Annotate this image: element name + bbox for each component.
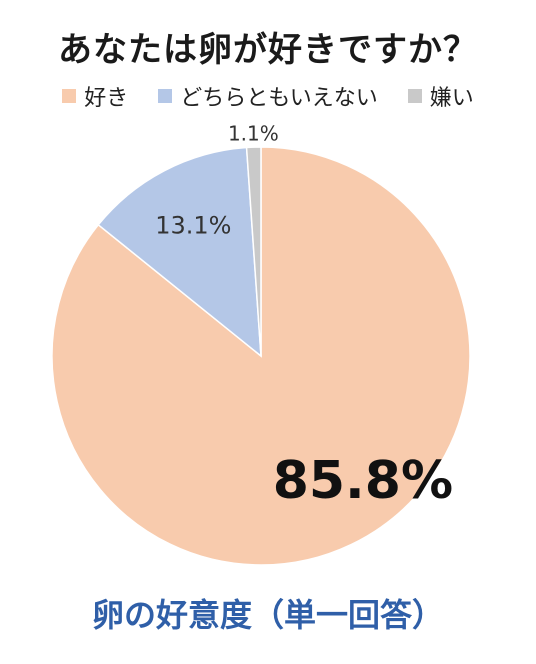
data-label-dislike: 1.1% bbox=[228, 122, 279, 146]
legend-swatch-dislike bbox=[407, 89, 422, 103]
legend-label-neutral: どちらともいえない bbox=[180, 86, 378, 111]
legend-label-dislike: 嫌い bbox=[429, 86, 474, 111]
chart-subtitle: 卵の好意度（単一回答） bbox=[91, 596, 444, 634]
legend-swatch-neutral bbox=[158, 89, 173, 103]
pie-slice-dislike bbox=[245, 146, 262, 357]
legend-label-like: 好き bbox=[84, 86, 129, 111]
chart-title: あなたは卵が好きですか？ bbox=[58, 30, 478, 70]
legend-item-like: 好き bbox=[62, 80, 128, 112]
data-label-like: 85.8% bbox=[273, 451, 453, 511]
data-label-neutral: 13.1% bbox=[155, 211, 231, 239]
legend-item-neutral: どちらともいえない bbox=[158, 80, 378, 112]
legend: 好き どちらともいえない 嫌い bbox=[0, 80, 536, 112]
legend-swatch-like bbox=[62, 89, 77, 103]
pie-slice-neutral bbox=[97, 146, 262, 358]
legend-item-dislike: 嫌い bbox=[407, 80, 474, 112]
